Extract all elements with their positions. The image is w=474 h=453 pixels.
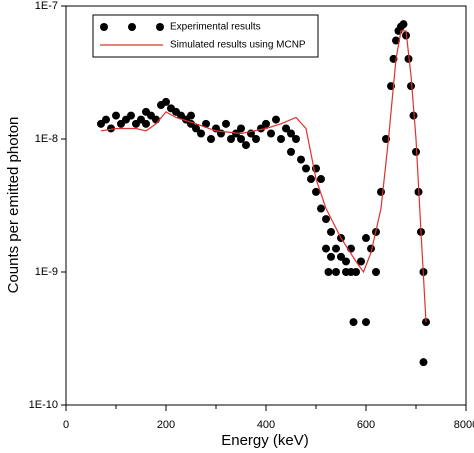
data-point [237, 124, 245, 133]
data-point [102, 115, 110, 124]
data-point [112, 111, 120, 120]
data-point [367, 244, 375, 253]
data-point [317, 204, 325, 213]
x-tick-label: 400 [257, 419, 275, 431]
data-point [162, 97, 170, 106]
legend-label: Simulated results using MCNP [170, 40, 306, 51]
data-point [332, 268, 340, 276]
x-tick-label: 200 [157, 419, 175, 431]
data-point [187, 111, 195, 120]
data-point [142, 119, 150, 128]
data-point [127, 111, 135, 120]
y-tick-label: 1E-9 [35, 266, 58, 278]
data-point [392, 36, 400, 45]
data-point [327, 252, 335, 261]
data-point [404, 54, 413, 63]
x-tick-label: 8000 [454, 419, 474, 431]
data-point [407, 82, 415, 91]
data-point [262, 119, 270, 128]
data-point [337, 252, 345, 261]
data-point [302, 164, 310, 173]
data-point [412, 147, 420, 156]
data-line [100, 30, 427, 323]
data-point [327, 227, 335, 236]
data-point [372, 268, 380, 276]
data-point [252, 135, 260, 143]
legend-label: Experimental results [170, 22, 261, 33]
data-point [317, 175, 325, 184]
data-point [192, 124, 200, 133]
data-point [197, 129, 205, 138]
data-point [267, 129, 275, 138]
data-point [297, 155, 305, 164]
data-point [222, 119, 230, 128]
data-point [227, 135, 235, 143]
data-point [287, 129, 295, 138]
data-point [347, 268, 355, 276]
data-point [349, 318, 358, 327]
data-point [422, 318, 430, 327]
data-point [324, 268, 333, 276]
legend-symbol [156, 23, 164, 31]
data-point [242, 141, 250, 150]
data-point [237, 135, 245, 143]
data-point [322, 244, 330, 253]
y-tick-label: 1E-8 [35, 133, 58, 145]
data-point [399, 20, 408, 29]
y-tick-label: 1E-10 [29, 399, 58, 411]
data-point [332, 244, 340, 253]
data-point [362, 318, 370, 327]
data-point [282, 124, 290, 133]
data-point [362, 234, 370, 243]
x-tick-label: 0 [63, 419, 69, 431]
data-point [419, 358, 428, 367]
data-point [107, 124, 115, 133]
data-point [202, 119, 210, 128]
data-point [312, 187, 320, 196]
x-axis-title: Energy (keV) [221, 432, 309, 449]
data-point [377, 187, 385, 196]
data-point [207, 135, 215, 143]
data-point [307, 175, 315, 184]
data-point [322, 215, 330, 224]
data-point [272, 115, 280, 124]
y-axis-title: Counts per emitted photon [5, 117, 22, 294]
y-tick-label: 1E-7 [35, 0, 58, 12]
data-point [277, 135, 285, 143]
data-point [357, 257, 365, 266]
x-tick-label: 600 [357, 419, 375, 431]
data-point [287, 147, 295, 156]
data-point [409, 111, 418, 120]
legend [92, 14, 319, 58]
legend-symbol [100, 23, 108, 31]
plot-frame [65, 5, 467, 406]
legend-symbol [128, 23, 136, 31]
data-point [292, 135, 300, 143]
